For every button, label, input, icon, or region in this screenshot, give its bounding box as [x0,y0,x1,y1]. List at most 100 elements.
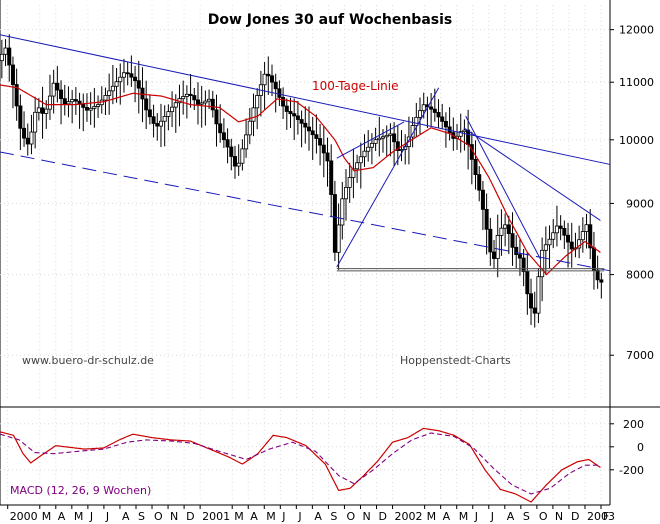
candle-body [521,257,526,273]
candle-body [458,131,463,137]
price-tick-label: 10000 [619,134,654,147]
candle-body [418,110,423,118]
candle-body [51,82,56,97]
candle-body [269,75,274,83]
ma-label: 100-Tage-Linie [312,79,399,93]
price-tick-label: 8000 [626,269,654,282]
candle-body [181,96,186,100]
candle-body [288,111,293,115]
candle-body [236,162,241,167]
candle-body [325,152,330,162]
candle-body [66,101,71,105]
candle-body [25,137,30,145]
candle-body [595,269,600,281]
candle-body [262,73,267,86]
time-tick-label: S [523,510,530,523]
candle-body [295,115,300,120]
candle-body [318,138,323,146]
candle-body [562,228,567,236]
candle-body [517,254,522,259]
candle-body [144,98,149,111]
candle-body [229,146,234,157]
time-tick-label: O [346,510,355,523]
candle-body [373,139,378,144]
candle-body [110,85,115,92]
chart-title: Dow Jones 30 auf Wochenbasis [208,12,453,28]
candle-body [340,198,345,226]
candle-body [107,90,112,96]
candle-body [162,116,167,122]
candle-body [84,107,89,111]
candle-body [59,89,64,100]
candle-body [480,189,485,210]
candle-body [266,73,271,77]
time-axis-ticks: 2000 M A M J J A S O N D 2001 M A M J J A S O N D 2002 M A M J J A S O… [7,505,615,523]
time-tick-label: A [507,510,515,523]
time-tick-label: N [362,510,370,523]
watermark-text: www.buero-dr-schulz.de [22,354,154,367]
candle-body [384,134,389,138]
macd-label: MACD (12, 26, 9 Wochen) [10,484,151,497]
candle-body [29,131,34,145]
time-tick-label: D [379,510,387,523]
time-tick-label: M [427,510,437,523]
macd-tick-label: -200 [619,464,644,477]
candle-body [195,99,200,105]
time-tick-label: 2000 [10,510,38,523]
time-tick-label: S [330,510,337,523]
candle-body [569,241,574,250]
price-axis-ticks: 7000 8000 9000 10000 11000 12000 [610,24,654,362]
candle-body [336,224,341,253]
candle-body [588,224,593,249]
time-tick-label: M [266,510,276,523]
price-tick-label: 12000 [619,24,654,37]
candle-body [214,109,219,125]
candle-body [92,106,97,109]
time-tick-label: J [105,510,109,523]
candle-body [96,104,101,107]
candle-body [33,111,38,133]
trendline [336,121,405,159]
time-tick-label: O [154,510,163,523]
candle-body [377,137,382,141]
candle-body [392,133,397,143]
candle-body [277,88,282,98]
candle-body [358,156,363,164]
time-tick-label: O [539,510,548,523]
candle-body [514,246,519,255]
time-tick-label: N [555,510,563,523]
candle-body [532,307,537,314]
candle-body [506,224,511,234]
time-tick-label: 2003 [587,510,615,523]
candle-body [584,224,589,232]
candle-body [40,107,45,114]
candle-body [284,105,289,112]
time-tick-label: S [138,510,145,523]
candle-body [170,106,175,113]
candle-body [355,162,360,170]
candle-body [499,227,504,236]
candle-body [429,106,434,110]
trendline [336,87,440,268]
time-tick-label: J [297,510,301,523]
candle-body [62,98,67,105]
time-tick-label: M [42,510,52,523]
price-tick-label: 11000 [619,76,654,89]
candle-body [473,158,478,175]
candle-body [114,81,119,87]
candle-body [244,134,249,150]
candle-body [225,139,230,148]
source-label: Hoppenstedt-Charts [400,354,511,367]
candle-body [477,174,482,191]
candle-body [251,107,256,122]
candle-body [240,148,245,164]
time-tick-label: A [314,510,322,523]
macd-tick-label: 0 [637,441,644,454]
candle-body [351,168,356,178]
candle-body [10,64,15,85]
candle-body [14,84,19,107]
candle-body [70,99,75,103]
candle-body [529,293,534,309]
candle-body [332,194,337,253]
candle-body [88,107,93,111]
